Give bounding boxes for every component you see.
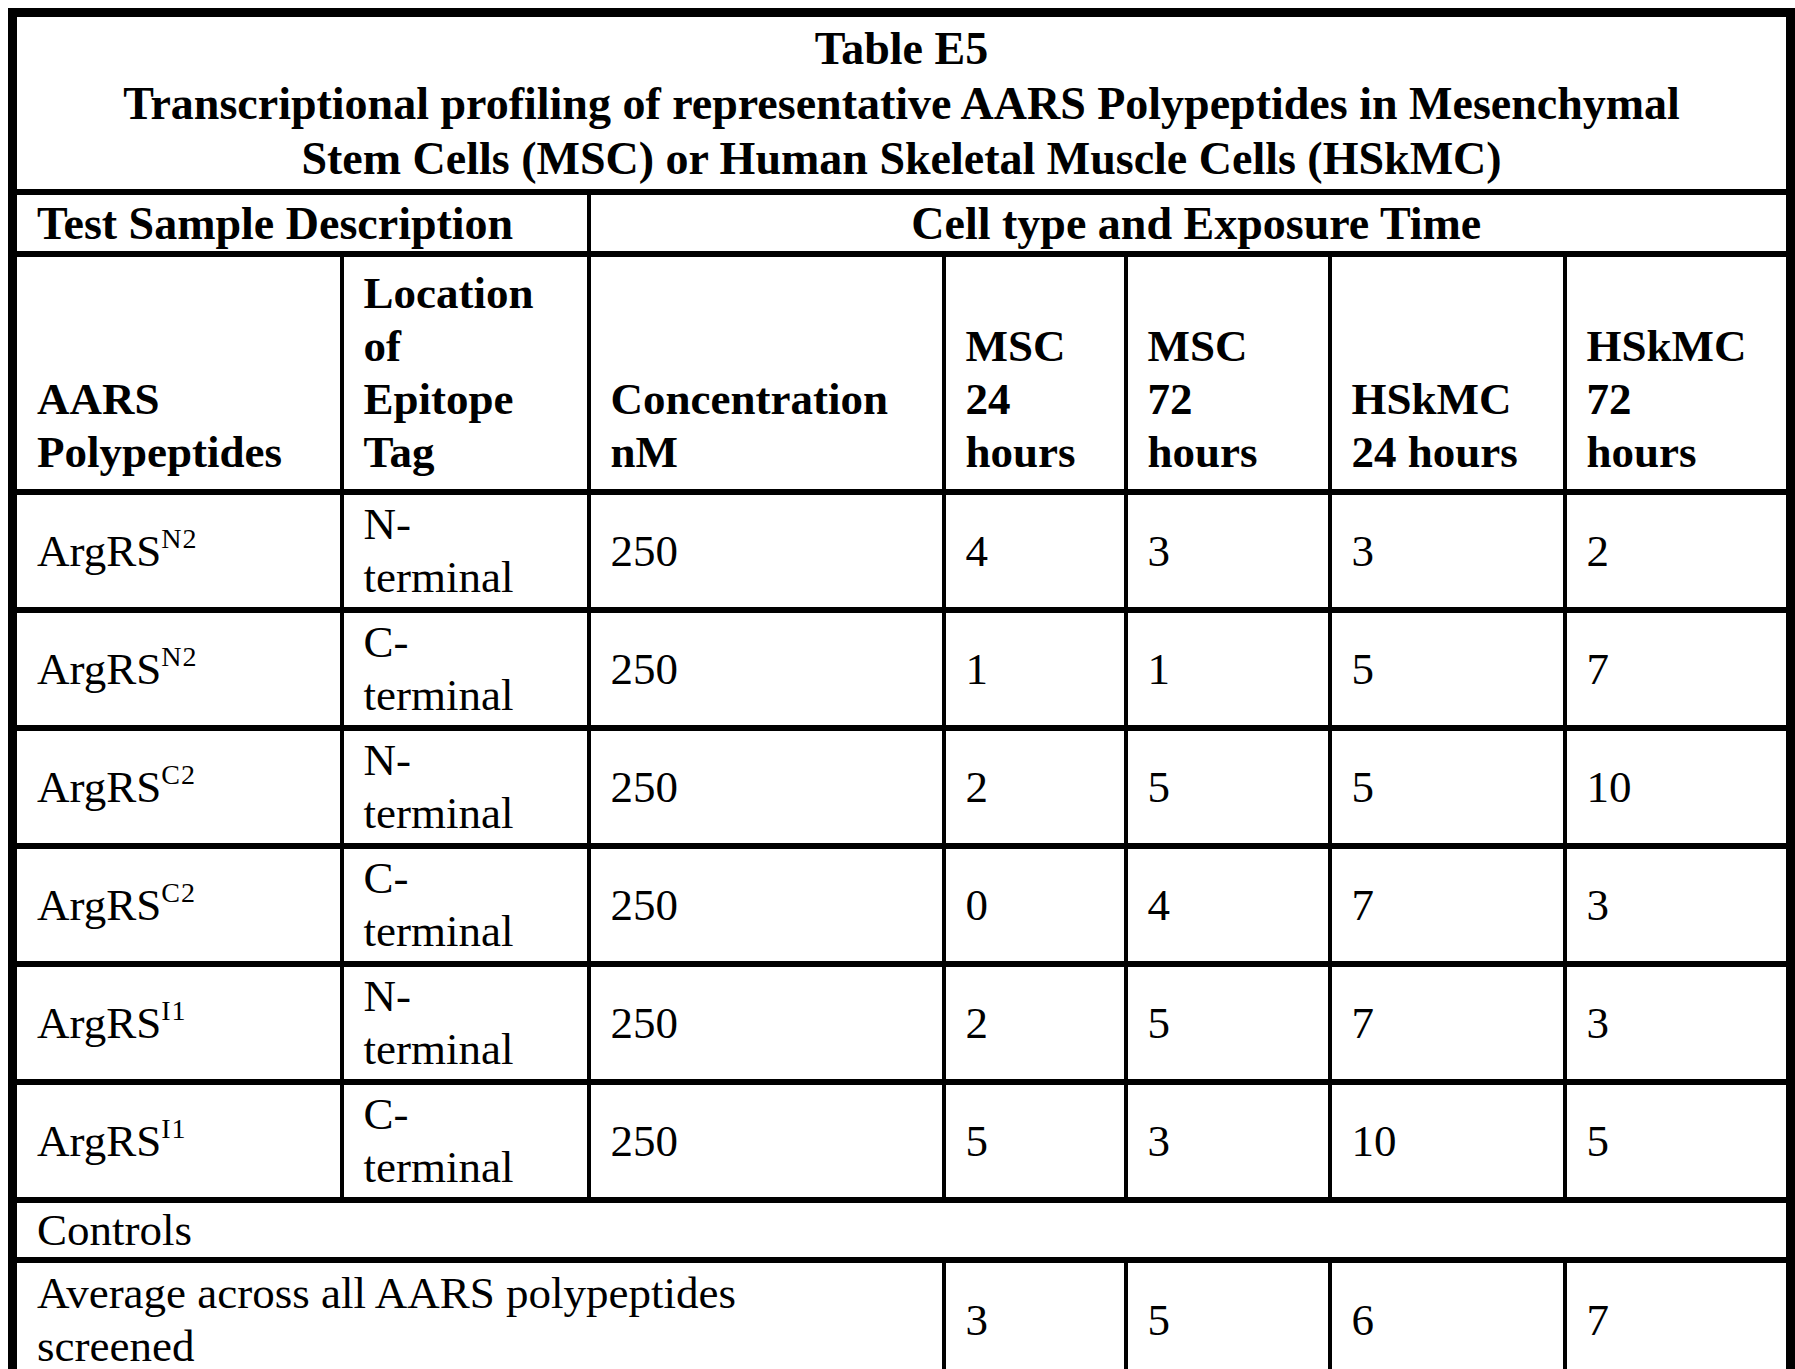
hskmc-24h-value-cell: 7 [1330,964,1565,1082]
msc-24h-value-cell: 1 [944,610,1126,728]
hskmc-24h-value-cell: 3 [1330,492,1565,610]
msc-72h-value-cell: 3 [1126,492,1330,610]
concentration-cell: 250 [589,610,944,728]
group-header-row: Test Sample Description Cell type and Ex… [13,192,1791,254]
col-header-msc-24-hours: MSC24hours [944,254,1126,492]
polypeptide-name: ArgRS [37,762,161,812]
polypeptide-cell: ArgRSI1 [13,1082,342,1200]
hskmc-24h-value-cell: 10 [1330,1082,1565,1200]
average-row: Average across all AARS polypeptidesscre… [13,1260,1791,1369]
polypeptide-fragment-superscript: I1 [161,1113,186,1144]
epitope-tag-location-cell: N-terminal [342,964,589,1082]
col-header-location-of-epitope-tag: LocationofEpitopeTag [342,254,589,492]
table-e5: Table E5Transcriptional profiling of rep… [8,8,1795,1369]
col-header-hskmc-24-hours: HSkMC24 hours [1330,254,1565,492]
msc-72h-value-cell: 1 [1126,610,1330,728]
epitope-tag-location-cell: C-terminal [342,1082,589,1200]
msc-72h-value-cell: 5 [1126,728,1330,846]
hskmc-24h-value-cell: 7 [1330,846,1565,964]
avg-hskmc-24h-value-cell: 6 [1330,1260,1565,1369]
hskmc-72h-value-cell: 2 [1565,492,1791,610]
column-header-row: AARSPolypeptides LocationofEpitopeTag Co… [13,254,1791,492]
hskmc-72h-value-cell: 5 [1565,1082,1791,1200]
table-title-row: Table E5Transcriptional profiling of rep… [13,13,1791,193]
polypeptide-name: ArgRS [37,1116,161,1166]
group-header-test-sample-description: Test Sample Description [13,192,589,254]
epitope-tag-location-cell: C-terminal [342,610,589,728]
msc-24h-value-cell: 2 [944,964,1126,1082]
hskmc-72h-value-cell: 7 [1565,610,1791,728]
polypeptide-name: ArgRS [37,526,161,576]
polypeptide-cell: ArgRSC2 [13,846,342,964]
polypeptide-name: ArgRS [37,880,161,930]
table-row: ArgRSI1 C-terminal 250 5 3 10 5 [13,1082,1791,1200]
hskmc-72h-value-cell: 3 [1565,964,1791,1082]
polypeptide-fragment-superscript: I1 [161,995,186,1026]
table-row: ArgRSN2 C-terminal 250 1 1 5 7 [13,610,1791,728]
col-header-hskmc-72-hours: HSkMC72hours [1565,254,1791,492]
col-header-aars-polypeptides: AARSPolypeptides [13,254,342,492]
controls-row: Controls [13,1200,1791,1260]
controls-label: Controls [13,1200,1791,1260]
table-row: ArgRSC2 C-terminal 250 0 4 7 3 [13,846,1791,964]
msc-24h-value-cell: 0 [944,846,1126,964]
col-header-concentration-nm: ConcentrationnM [589,254,944,492]
epitope-tag-location-cell: C-terminal [342,846,589,964]
msc-24h-value-cell: 2 [944,728,1126,846]
epitope-tag-location-cell: N-terminal [342,728,589,846]
table-row: ArgRSC2 N-terminal 250 2 5 5 10 [13,728,1791,846]
polypeptide-fragment-superscript: N2 [161,641,197,672]
msc-72h-value-cell: 3 [1126,1082,1330,1200]
concentration-cell: 250 [589,728,944,846]
msc-72h-value-cell: 5 [1126,964,1330,1082]
hskmc-24h-value-cell: 5 [1330,728,1565,846]
avg-msc-24h-value-cell: 3 [944,1260,1126,1369]
polypeptide-fragment-superscript: C2 [161,759,196,790]
hskmc-72h-value-cell: 10 [1565,728,1791,846]
polypeptide-fragment-superscript: N2 [161,523,197,554]
table-title: Table E5Transcriptional profiling of rep… [13,13,1791,193]
group-header-cell-type-exposure-time: Cell type and Exposure Time [589,192,1791,254]
polypeptide-cell: ArgRSN2 [13,492,342,610]
polypeptide-cell: ArgRSN2 [13,610,342,728]
table-row: ArgRSN2 N-terminal 250 4 3 3 2 [13,492,1791,610]
msc-24h-value-cell: 5 [944,1082,1126,1200]
concentration-cell: 250 [589,492,944,610]
polypeptide-cell: ArgRSI1 [13,964,342,1082]
msc-24h-value-cell: 4 [944,492,1126,610]
table-row: ArgRSI1 N-terminal 250 2 5 7 3 [13,964,1791,1082]
polypeptide-name: ArgRS [37,644,161,694]
average-label: Average across all AARS polypeptidesscre… [13,1260,944,1369]
avg-hskmc-72h-value-cell: 7 [1565,1260,1791,1369]
polypeptide-fragment-superscript: C2 [161,877,196,908]
col-header-msc-72-hours: MSC72hours [1126,254,1330,492]
hskmc-72h-value-cell: 3 [1565,846,1791,964]
avg-msc-72h-value-cell: 5 [1126,1260,1330,1369]
concentration-cell: 250 [589,964,944,1082]
hskmc-24h-value-cell: 5 [1330,610,1565,728]
msc-72h-value-cell: 4 [1126,846,1330,964]
epitope-tag-location-cell: N-terminal [342,492,589,610]
concentration-cell: 250 [589,846,944,964]
polypeptide-name: ArgRS [37,998,161,1048]
concentration-cell: 250 [589,1082,944,1200]
polypeptide-cell: ArgRSC2 [13,728,342,846]
